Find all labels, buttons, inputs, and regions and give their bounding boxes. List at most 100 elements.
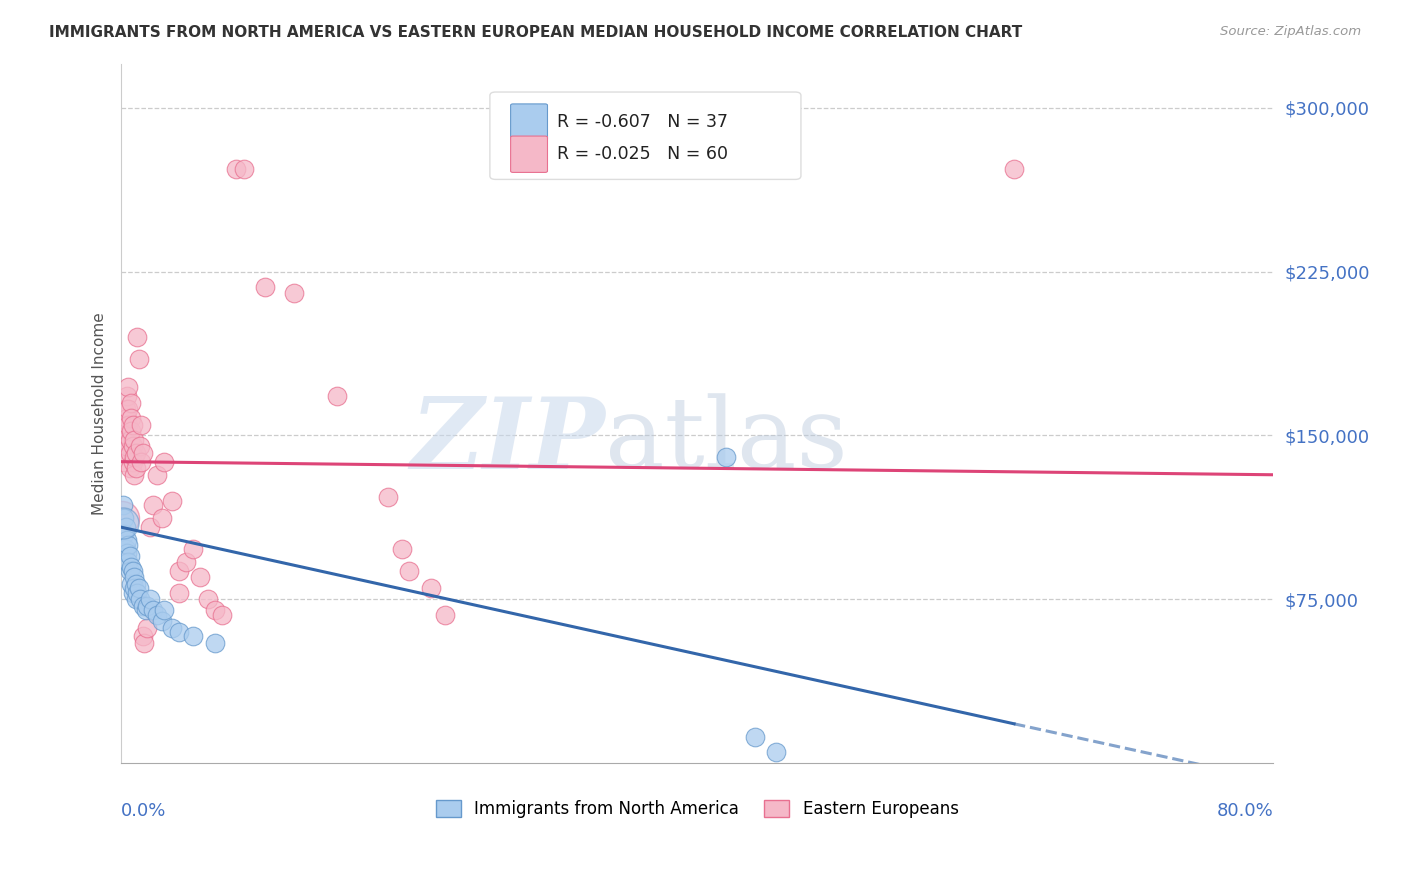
Point [114, 542, 136, 557]
Point [326, 389, 349, 403]
Point [114, 520, 136, 534]
Point [117, 538, 139, 552]
Point [146, 467, 169, 482]
Point [115, 428, 138, 442]
Point [153, 603, 176, 617]
Point [142, 603, 165, 617]
Point [111, 446, 134, 460]
Point [174, 555, 197, 569]
Point [118, 446, 141, 460]
Point [142, 499, 165, 513]
Point [398, 564, 420, 578]
Point [744, 730, 766, 744]
Text: ZIP: ZIP [411, 393, 605, 490]
Point [115, 411, 138, 425]
Point [120, 577, 142, 591]
Point [121, 585, 143, 599]
Point [197, 592, 219, 607]
Point [120, 424, 142, 438]
Point [122, 582, 145, 596]
Point [118, 564, 141, 578]
Point [122, 570, 145, 584]
Point [122, 450, 145, 465]
Point [112, 455, 135, 469]
Point [167, 564, 190, 578]
Point [121, 455, 143, 469]
Point [167, 585, 190, 599]
FancyBboxPatch shape [510, 103, 547, 140]
Point [160, 494, 183, 508]
Point [181, 542, 204, 557]
Point [765, 745, 787, 759]
Point [139, 592, 162, 607]
Point [117, 380, 139, 394]
Point [114, 417, 136, 432]
Point [129, 439, 152, 453]
Point [124, 577, 146, 591]
Point [1002, 161, 1025, 176]
Text: IMMIGRANTS FROM NORTH AMERICA VS EASTERN EUROPEAN MEDIAN HOUSEHOLD INCOME CORREL: IMMIGRANTS FROM NORTH AMERICA VS EASTERN… [49, 25, 1022, 40]
Point [122, 467, 145, 482]
Point [714, 450, 737, 465]
Point [181, 629, 204, 643]
Point [153, 455, 176, 469]
Point [160, 621, 183, 635]
Point [129, 592, 152, 607]
Point [121, 564, 143, 578]
Point [132, 446, 155, 460]
Point [136, 599, 159, 613]
Point [131, 455, 153, 469]
Point [118, 433, 141, 447]
Point [204, 603, 226, 617]
Point [121, 417, 143, 432]
Point [190, 570, 212, 584]
Point [150, 614, 173, 628]
Point [120, 395, 142, 409]
Point [120, 411, 142, 425]
Point [115, 389, 138, 403]
Text: atlas: atlas [605, 393, 848, 490]
Point [117, 402, 139, 417]
Point [124, 592, 146, 607]
Point [125, 330, 148, 344]
Point [211, 607, 233, 622]
Point [135, 603, 157, 617]
Point [146, 607, 169, 622]
Point [391, 542, 413, 557]
Point [118, 549, 141, 563]
Y-axis label: Median Household Income: Median Household Income [93, 312, 107, 515]
Point [112, 526, 135, 541]
Text: 0.0%: 0.0% [121, 802, 166, 820]
Point [132, 599, 155, 613]
Point [232, 161, 254, 176]
Point [122, 433, 145, 447]
Point [283, 286, 305, 301]
FancyBboxPatch shape [489, 92, 801, 179]
Point [111, 516, 134, 530]
Point [111, 511, 134, 525]
Point [225, 161, 247, 176]
Point [117, 555, 139, 569]
Text: 80.0%: 80.0% [1216, 802, 1274, 820]
Point [132, 629, 155, 643]
Point [150, 511, 173, 525]
Point [115, 533, 138, 548]
Point [136, 621, 159, 635]
Point [124, 461, 146, 475]
Point [115, 546, 138, 560]
Point [111, 499, 134, 513]
Point [118, 461, 141, 475]
Point [167, 625, 190, 640]
Point [419, 582, 441, 596]
Point [128, 351, 150, 366]
FancyBboxPatch shape [510, 136, 547, 172]
Text: Source: ZipAtlas.com: Source: ZipAtlas.com [1220, 25, 1361, 38]
Point [254, 280, 277, 294]
Point [112, 433, 135, 447]
Point [117, 417, 139, 432]
Legend: Immigrants from North America, Eastern Europeans: Immigrants from North America, Eastern E… [429, 793, 965, 825]
Point [131, 417, 153, 432]
Point [114, 402, 136, 417]
Text: R = -0.607   N = 37: R = -0.607 N = 37 [557, 113, 728, 131]
Point [434, 607, 457, 622]
